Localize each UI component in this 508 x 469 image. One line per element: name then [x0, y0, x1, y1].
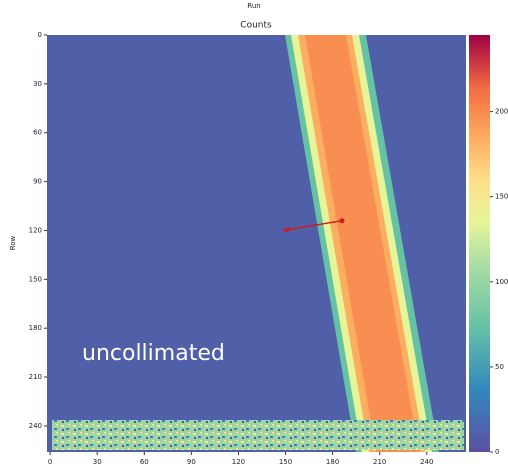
x-tick-label: 150: [279, 458, 292, 466]
y-tick-label: 90: [33, 178, 42, 186]
colorbar-tick-label: 0: [495, 448, 499, 456]
heatmap-image: [47, 35, 466, 452]
x-tick-label: 210: [373, 458, 386, 466]
y-tick-label: 30: [33, 80, 42, 88]
chart-title: Counts: [240, 21, 272, 31]
y-tick-label: 180: [29, 324, 42, 332]
y-tick-label: 210: [29, 373, 42, 381]
x-tick-label: 240: [420, 458, 433, 466]
y-tick-label: 150: [29, 275, 42, 283]
x-tick-label: 180: [326, 458, 339, 466]
arrow-start: [339, 218, 345, 224]
colorbar-tick-label: 200: [495, 108, 508, 116]
x-tick-label: 30: [93, 458, 102, 466]
colorbar: [469, 35, 490, 452]
y-axis-label: Row: [9, 235, 17, 250]
x-tick-label: 90: [187, 458, 196, 466]
colorbar-tick-label: 150: [495, 193, 508, 201]
x-tick-label: 0: [48, 458, 52, 466]
colorbar-tick-label: 100: [495, 278, 508, 286]
y-tick-label: 120: [29, 226, 42, 234]
arrow: [282, 219, 343, 232]
colorbar-tick-label: 50: [495, 363, 504, 371]
suptitle: Run: [247, 2, 260, 10]
y-tick-label: 240: [29, 422, 42, 430]
y-tick-label: 60: [33, 129, 42, 137]
annotation: uncollimated: [82, 341, 225, 366]
y-tick-label: 0: [38, 31, 42, 39]
x-tick-label: 120: [232, 458, 245, 466]
x-tick-label: 60: [140, 458, 149, 466]
arrow-head: [282, 226, 290, 233]
